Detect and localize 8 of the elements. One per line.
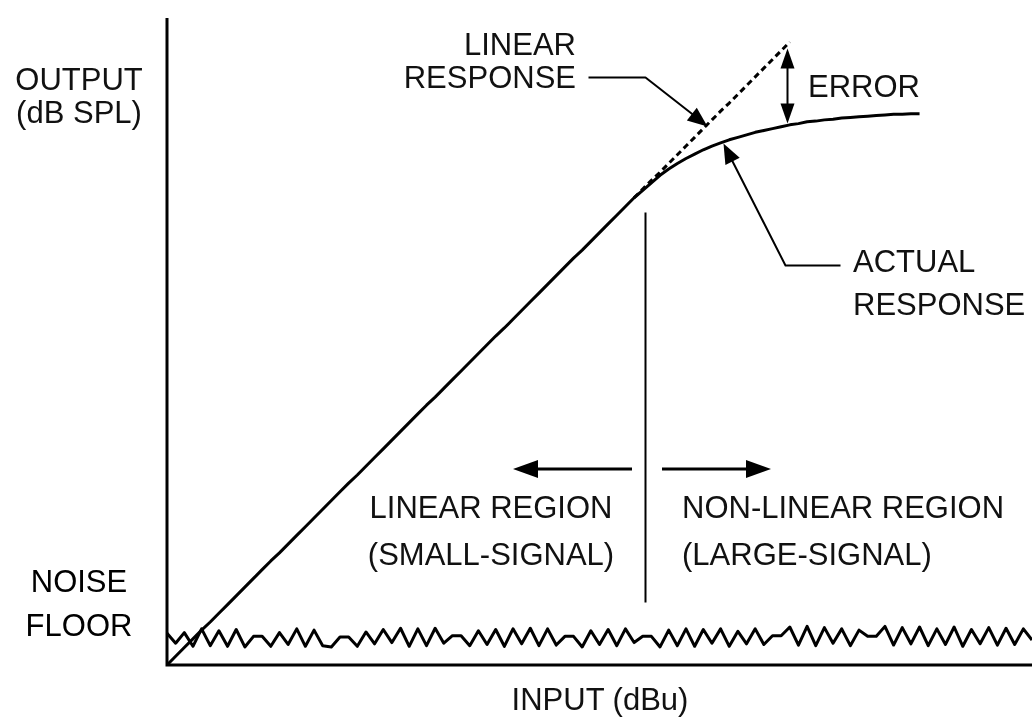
y-axis-title: OUTPUT (dB SPL) (15, 62, 143, 131)
annotation: ACTUAL RESPONSE (853, 244, 1026, 323)
annotation: LINEAR REGION (SMALL-SIGNAL) (367, 490, 615, 573)
annotation: NON-LINEAR REGION (LARGE-SIGNAL) (682, 490, 1005, 573)
annotation: ERROR (808, 69, 920, 105)
x-axis-title: INPUT (dBu) (511, 682, 689, 718)
series-label: NOISE FLOOR (25, 564, 133, 644)
annotation: LINEAR RESPONSE (403, 27, 576, 96)
